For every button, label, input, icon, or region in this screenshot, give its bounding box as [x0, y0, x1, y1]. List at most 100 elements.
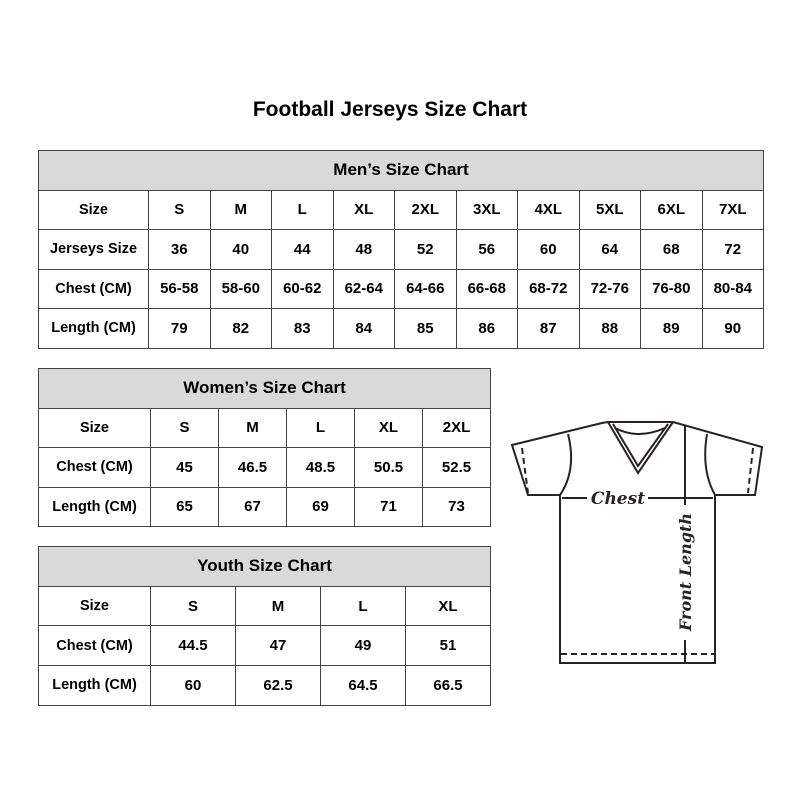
table-cell: 66-68	[455, 268, 518, 309]
table-cell: 65	[150, 486, 219, 527]
collar	[607, 421, 674, 475]
mens-size-table: Men’s Size Chart Size S M L XL 2XL 3XL 4XL 5XL 6X…	[38, 150, 764, 349]
row-label: Length (CM)	[38, 486, 151, 527]
jersey-diagram: Chest Front Length	[510, 421, 764, 664]
table-cell: 85	[394, 308, 457, 349]
table-cell: 48.5	[286, 447, 355, 488]
table-cell: 62.5	[235, 665, 321, 706]
table-cell: 52	[394, 229, 457, 270]
table-cell: 82	[209, 308, 272, 349]
table-cell: 60	[517, 229, 580, 270]
hem-lines	[521, 447, 754, 655]
table-cell: 86	[455, 308, 518, 349]
table-cell: L	[320, 585, 406, 627]
table-cell: 50.5	[354, 447, 423, 488]
table-cell: 56	[455, 229, 518, 270]
table-cell: 83	[271, 308, 334, 349]
table-cell: 46.5	[218, 447, 287, 488]
table-cell: 5XL	[578, 189, 641, 230]
table-cell: 60-62	[271, 268, 334, 309]
table-cell: 80-84	[701, 268, 764, 309]
table-cell: 2XL	[422, 407, 491, 448]
table-cell: 68	[640, 229, 703, 270]
table-cell: 64	[578, 229, 641, 270]
table-cell: 58-60	[209, 268, 272, 309]
jersey-outline	[510, 421, 764, 664]
table-cell: 62-64	[332, 268, 395, 309]
row-label: Size	[38, 189, 149, 230]
table-cell: 73	[422, 486, 491, 527]
row-label: Size	[38, 585, 151, 627]
youth-table-heading: Youth Size Chart	[38, 546, 491, 587]
row-label: Chest (CM)	[38, 268, 149, 309]
row-label: Chest (CM)	[38, 447, 151, 488]
chest-label: Chest	[591, 489, 645, 509]
table-cell: 72-76	[578, 268, 641, 309]
men-table-row: Length (CM) 79 82 83 84 85 86 87 88 89 90	[38, 308, 764, 349]
table-cell: 64.5	[320, 665, 406, 706]
table-cell: 60	[150, 665, 236, 706]
table-cell: 45	[150, 447, 219, 488]
front-length-label: Front Length	[676, 513, 695, 632]
table-cell: XL	[405, 585, 491, 627]
table-cell: XL	[332, 189, 395, 230]
women-table-row: Chest (CM) 45 46.5 48.5 50.5 52.5	[38, 447, 491, 488]
men-table-row: Jerseys Size 36 40 44 48 52 56 60 64 68 72	[38, 229, 764, 270]
men-table-row: Chest (CM) 56-58 58-60 60-62 62-64 64-66 66-68…	[38, 268, 764, 309]
table-cell: 49	[320, 625, 406, 667]
page-title: Football Jerseys Size Chart	[252, 98, 528, 121]
table-cell: S	[148, 189, 211, 230]
table-cell: 72	[701, 229, 764, 270]
youth-table-row: Chest (CM) 44.5 47 49 51	[38, 625, 491, 667]
table-cell: 48	[332, 229, 395, 270]
table-cell: 44	[271, 229, 334, 270]
table-cell: 44.5	[150, 625, 236, 667]
table-cell: L	[271, 189, 334, 230]
table-cell: 71	[354, 486, 423, 527]
table-cell: 47	[235, 625, 321, 667]
table-cell: 4XL	[517, 189, 580, 230]
mens-table-heading: Men’s Size Chart	[38, 150, 764, 191]
row-label: Length (CM)	[38, 665, 151, 706]
table-cell: 3XL	[455, 189, 518, 230]
table-cell: 66.5	[405, 665, 491, 706]
table-cell: XL	[354, 407, 423, 448]
men-table-row: Size S M L XL 2XL 3XL 4XL 5XL 6XL 7XL	[38, 189, 764, 230]
table-cell: 6XL	[640, 189, 703, 230]
women-table-row: Size S M L XL 2XL	[38, 407, 491, 448]
sleeve-seams	[559, 433, 716, 496]
table-cell: S	[150, 407, 219, 448]
row-label: Length (CM)	[38, 308, 149, 349]
table-cell: 90	[701, 308, 764, 349]
table-cell: 69	[286, 486, 355, 527]
table-cell: 52.5	[422, 447, 491, 488]
table-cell: 2XL	[394, 189, 457, 230]
table-cell: 56-58	[148, 268, 211, 309]
table-cell: L	[286, 407, 355, 448]
table-cell: S	[150, 585, 236, 627]
youth-table-row: Length (CM) 60 62.5 64.5 66.5	[38, 665, 491, 706]
table-cell: M	[235, 585, 321, 627]
table-cell: 68-72	[517, 268, 580, 309]
table-cell: M	[218, 407, 287, 448]
women-table-row: Length (CM) 65 67 69 71 73	[38, 486, 491, 527]
table-cell: 40	[209, 229, 272, 270]
table-cell: 88	[578, 308, 641, 349]
table-cell: 67	[218, 486, 287, 527]
table-cell: 76-80	[640, 268, 703, 309]
table-cell: 36	[148, 229, 211, 270]
row-label: Size	[38, 407, 151, 448]
youth-size-table: Youth Size Chart Size S M L XL Chest (CM) 44.5…	[38, 546, 491, 706]
table-cell: 79	[148, 308, 211, 349]
row-label: Chest (CM)	[38, 625, 151, 667]
table-cell: M	[209, 189, 272, 230]
table-cell: 7XL	[701, 189, 764, 230]
youth-table-row: Size S M L XL	[38, 585, 491, 627]
table-cell: 64-66	[394, 268, 457, 309]
row-label: Jerseys Size	[38, 229, 149, 270]
table-cell: 87	[517, 308, 580, 349]
table-cell: 84	[332, 308, 395, 349]
womens-size-table: Women’s Size Chart Size S M L XL 2XL Chest (CM…	[38, 368, 491, 527]
table-cell: 51	[405, 625, 491, 667]
table-cell: 89	[640, 308, 703, 349]
